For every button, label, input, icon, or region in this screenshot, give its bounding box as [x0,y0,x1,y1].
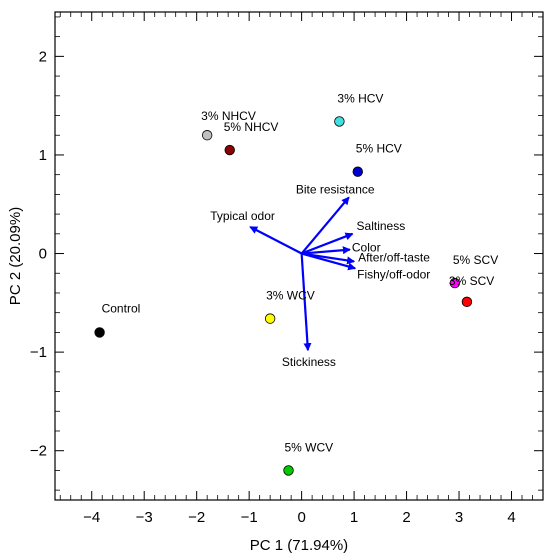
point-label: 3% SCV [449,274,494,288]
loading-vector [301,252,357,271]
x-tick-label: 0 [297,509,305,526]
score-point [449,277,461,289]
x-tick-label: −3 [136,509,153,526]
point-label: 3% HCV [337,91,383,105]
y-tick-label: 2 [39,48,47,65]
score-point [461,296,473,308]
axes: −4 −3 −2 −1 0 1 2 3 4 −2 −1 0 1 2 [30,12,544,526]
point-label: Control [102,301,141,315]
plot-frame [54,11,544,501]
x-axis-label: PC 1 (71.94%) [250,537,348,554]
vector-label: Fishy/off-odor [357,267,430,281]
score-point [94,327,105,338]
vector-label: Color [352,241,381,255]
loading-vector [301,246,351,255]
loading-vector [249,225,303,255]
point-label: 5% NHCV [224,120,279,134]
loading-vector [301,232,354,255]
x-tick-label: 1 [350,509,358,526]
score-point [283,465,294,476]
x-tick-label: −1 [241,509,258,526]
score-point [352,166,363,177]
x-tick-label: −2 [188,509,205,526]
y-tick-label: 1 [39,147,47,164]
score-point [264,313,276,324]
point-label: 5% WCV [285,440,334,454]
x-tick-label: 2 [402,509,410,526]
y-tick-label: −1 [30,344,47,361]
point-label: 3% WCV [266,289,315,303]
y-tick-label: −2 [30,443,47,460]
point-label: 5% HCV [356,142,402,156]
y-axis-label: PC 2 (20.09%) [7,207,24,305]
vector-label: Saltiness [357,219,406,233]
vector-label: After/off-taste [358,250,430,264]
vector-label: Bite resistance [296,182,375,196]
x-tick-label: −4 [83,509,100,526]
score-point [334,116,345,127]
score-point [224,144,235,156]
x-tick-label: 3 [455,509,463,526]
y-tick-label: 0 [39,246,47,263]
loading-vector [300,253,312,352]
x-tick-label: 4 [507,509,515,526]
point-label: 3% NHCV [201,109,256,123]
loading-vector [300,196,350,255]
point-label: 5% SCV [453,253,498,267]
vector-label: Typical odor [210,209,275,223]
loading-vectors: Bite resistance Typical odor Saltiness Colo… [210,182,430,369]
vector-label: Stickiness [282,355,336,369]
score-point [201,130,213,141]
